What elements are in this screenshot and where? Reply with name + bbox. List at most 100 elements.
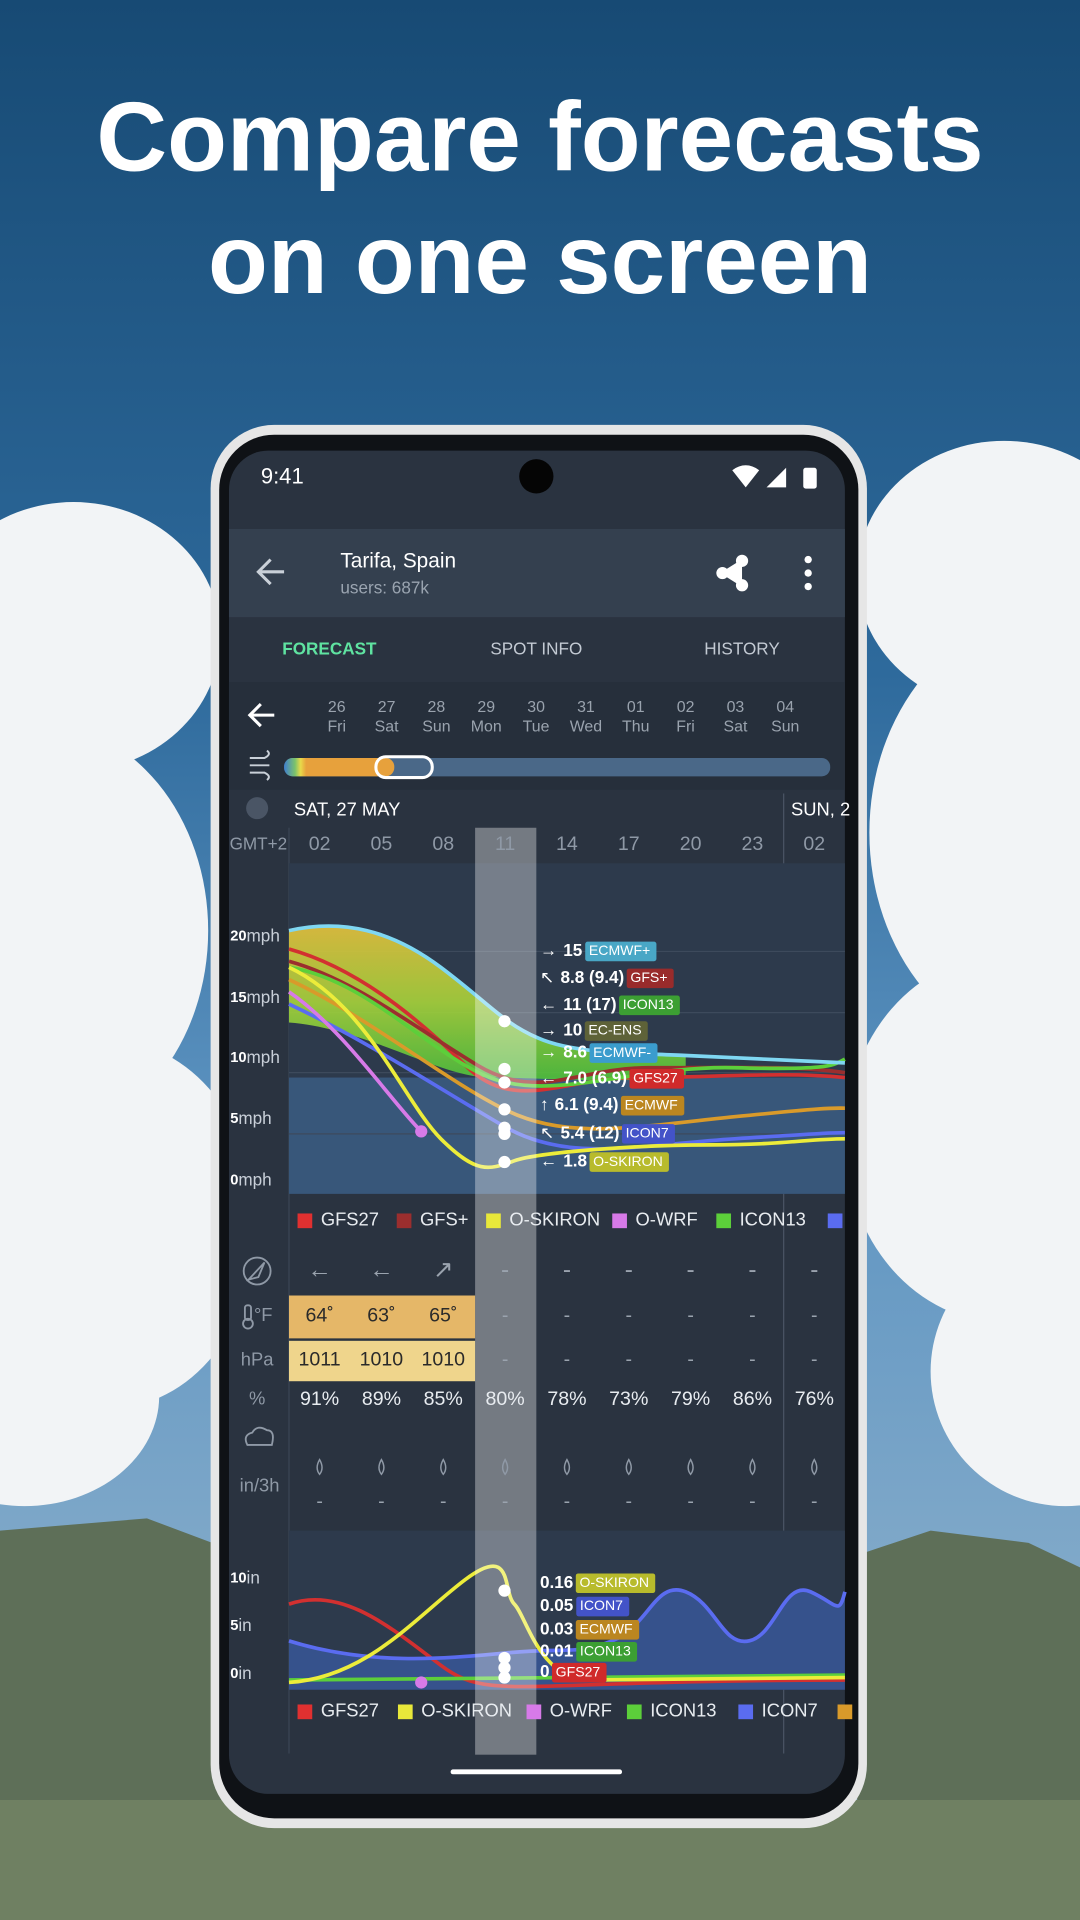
pressure-cell: 1011 — [299, 1349, 341, 1371]
legend-swatch — [397, 1704, 413, 1720]
tab[interactable]: FORECAST — [282, 639, 377, 659]
readout-value: 0.05 — [540, 1595, 574, 1615]
readout-value: 0.03 — [540, 1618, 573, 1638]
weekday[interactable]: Fri — [327, 719, 346, 736]
readout-value: 5.4 (12) — [560, 1122, 619, 1142]
direction-cell: - — [748, 1256, 756, 1283]
weekday[interactable]: Sat — [723, 719, 747, 736]
weekday[interactable]: Thu — [622, 719, 649, 736]
legend-swatch — [297, 1213, 313, 1229]
direction-cell: ↗ — [433, 1256, 454, 1283]
readout-arrow: ↖ — [540, 1122, 554, 1142]
date[interactable]: 02 — [677, 699, 695, 716]
compass-icon — [242, 1256, 272, 1286]
tab[interactable]: SPOT INFO — [490, 639, 582, 659]
date[interactable]: 03 — [727, 699, 745, 716]
range-handle[interactable] — [374, 755, 434, 780]
readout-arrow: → — [540, 1042, 557, 1062]
readout-arrow: → — [540, 1020, 557, 1040]
pressure-cell: - — [811, 1349, 818, 1371]
date[interactable]: 04 — [776, 699, 794, 716]
date[interactable]: 29 — [477, 699, 495, 716]
axis-label: 0mph — [230, 1169, 272, 1189]
hour: 14 — [556, 833, 578, 855]
weekday[interactable]: Sun — [422, 719, 450, 736]
humidity-cell: 73% — [609, 1388, 648, 1410]
drop-icon — [378, 1458, 385, 1476]
model-name: EC-ENS — [588, 1022, 641, 1038]
axis-label: 10in — [230, 1567, 260, 1587]
share-button[interactable] — [716, 554, 749, 592]
date[interactable]: 01 — [627, 699, 645, 716]
date[interactable]: 28 — [428, 699, 446, 716]
selected-points — [498, 1015, 511, 1684]
readout-arrow: ← — [540, 994, 557, 1014]
legend-label: GFS+ — [420, 1209, 468, 1230]
axis-unit: in — [238, 1615, 251, 1635]
cloud-icon — [244, 1426, 274, 1446]
legend-label: O-SKIRON — [421, 1700, 512, 1721]
date[interactable]: 27 — [378, 699, 396, 716]
direction-cell: - — [687, 1256, 695, 1283]
weekday[interactable]: Fri — [676, 719, 695, 736]
pressure-bg — [288, 1340, 476, 1382]
humidity-cell: 89% — [362, 1388, 401, 1410]
weekday[interactable]: Sat — [375, 719, 399, 736]
precipitation-cell: - — [626, 1491, 633, 1513]
hour: 05 — [371, 833, 393, 855]
legend-label: O-SKIRON — [509, 1209, 600, 1230]
date[interactable]: 30 — [527, 699, 545, 716]
temperature-cell: - — [687, 1304, 694, 1326]
precipitation-label: in/3h — [240, 1474, 280, 1495]
model-name: ECMWF — [579, 1621, 633, 1637]
clouds — [0, 440, 1080, 1507]
pressure-cell: - — [564, 1349, 571, 1371]
tab[interactable]: HISTORY — [704, 639, 780, 659]
wind-chart-band — [288, 1077, 845, 1194]
model-badge — [575, 1573, 656, 1594]
precipitation-cell: - — [687, 1491, 694, 1513]
axis-unit: mph — [247, 925, 280, 945]
humidity-cell: 86% — [733, 1388, 772, 1410]
axis-unit: mph — [238, 1169, 271, 1189]
menu-button[interactable] — [804, 555, 812, 591]
weekday[interactable]: Tue — [523, 719, 550, 736]
model-badge — [576, 1642, 638, 1662]
pressure-cell: 1010 — [360, 1349, 404, 1371]
model-name: ICON13 — [623, 996, 674, 1012]
humidity-cell: 79% — [671, 1388, 710, 1410]
temperature-cell: 63˚ — [367, 1304, 395, 1326]
weekday[interactable]: Sun — [771, 719, 799, 736]
readout-value: 0.16 — [540, 1572, 573, 1592]
hour: 02 — [803, 833, 825, 855]
weekday[interactable]: Mon — [471, 719, 502, 736]
model-badge — [629, 1068, 685, 1089]
readout-value: 8.6 — [563, 1042, 587, 1062]
legend-label: O-WRF — [636, 1209, 698, 1230]
legend-label: GFS27 — [321, 1209, 379, 1230]
model-name: O-SKIRON — [593, 1153, 663, 1169]
date-back[interactable] — [247, 702, 275, 728]
date[interactable]: 26 — [328, 699, 346, 716]
weekday[interactable]: Wed — [570, 719, 602, 736]
legend-label: ICON13 — [650, 1700, 716, 1721]
axis-value: 20 — [230, 929, 246, 945]
date[interactable]: 31 — [577, 699, 595, 716]
drop-icon — [563, 1458, 571, 1476]
legend-swatch — [612, 1213, 627, 1229]
wind-curves — [287, 924, 846, 1170]
pressure-cell: - — [502, 1349, 509, 1371]
model-name: GFS27 — [633, 1069, 678, 1085]
close-button[interactable] — [246, 797, 269, 820]
back-button[interactable] — [256, 558, 285, 586]
axis-unit: in — [247, 1567, 260, 1587]
pressure-label: hPa — [241, 1348, 274, 1369]
model-badge — [551, 1662, 607, 1683]
drop-icon — [440, 1458, 447, 1476]
precipitation-cell: - — [440, 1491, 447, 1513]
model-badge — [620, 1095, 685, 1116]
axis-label: 5mph — [230, 1108, 272, 1128]
humidity-cell: 78% — [547, 1388, 586, 1410]
temperature-bg — [288, 1295, 476, 1339]
temperature-cell: - — [564, 1304, 571, 1326]
